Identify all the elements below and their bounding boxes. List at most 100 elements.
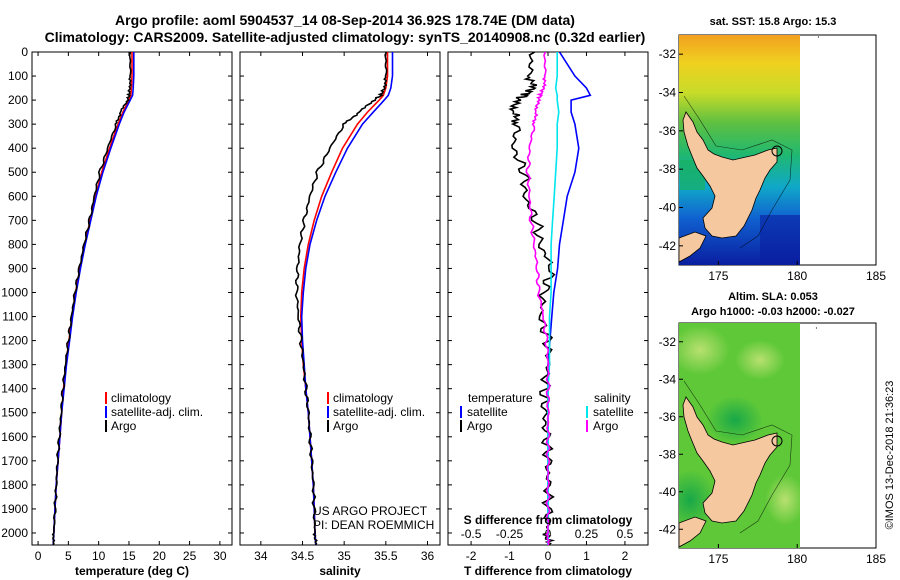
map-y-tick-label: -32 [659, 47, 677, 61]
sst-field [679, 35, 800, 265]
map-y-tick-label: -32 [659, 335, 677, 349]
sla-map-axes: 175 180 185 -32 -34 -36 -38 -40 -42 [659, 335, 887, 566]
land-south-island [679, 231, 707, 263]
series-line-argo [51, 52, 132, 545]
salinity-depth-ticks [240, 51, 440, 534]
legend-t-argo: Argo [467, 419, 493, 433]
legend-satellite: satellite-adj. clim. [111, 405, 203, 419]
map-y-tick-label: -42 [659, 239, 677, 253]
map-y-tick-label: -36 [659, 124, 677, 138]
y-tick-label: 1800 [1, 478, 28, 492]
map-x-tick-label: 175 [708, 552, 728, 566]
map-x-tick-label: 175 [708, 269, 728, 283]
y-tick-label: 400 [8, 141, 28, 155]
y-tick-label: 700 [8, 213, 28, 227]
x-tick-label: -1 [504, 549, 515, 563]
s-tick-label: 0.5 [617, 527, 634, 541]
x-tick-label: 30 [213, 549, 227, 563]
sla-map-title: Altim. SLA: 0.053 [728, 291, 818, 303]
x-tick-label: 20 [153, 549, 167, 563]
map-y-tick-label: -42 [659, 522, 677, 536]
legend-s-satellite: satellite [593, 405, 634, 419]
map-x-tick-label: 185 [866, 552, 886, 566]
map-y-tick-label: -34 [659, 86, 677, 100]
map-x-tick-label: 180 [787, 552, 807, 566]
x-tick-label: -2 [466, 549, 477, 563]
imos-stamp: ©IMOS 13-Dec-2018 21:36:23 [884, 381, 896, 530]
profile-location-marker [771, 145, 783, 157]
sla-high-blob [679, 325, 730, 375]
y-tick-label: 200 [8, 93, 28, 107]
legend-temperature-title: temperature [468, 391, 533, 405]
s-tick-label: -0.5 [461, 527, 482, 541]
s-difference-xlabel: S difference from climatology [464, 513, 633, 527]
series-line-argo [294, 52, 388, 545]
bathymetry-contour [683, 95, 793, 249]
x-tick-label: 0 [545, 549, 552, 563]
figure-title-line2: Climatology: CARS2009. Satellite-adjuste… [45, 29, 646, 45]
sst-map-panel: sat. SST: 15.8 Argo: 15.3 ˙ 175 180 185 -32… [659, 16, 887, 283]
x-tick-label: 25 [183, 549, 197, 563]
y-tick-label: 100 [8, 69, 28, 83]
map-y-tick-label: -34 [659, 372, 677, 386]
x-tick-label: 15 [122, 549, 136, 563]
sla-map-panel: Altim. SLA: 0.053 Argo h1000: -0.03 h200… [659, 291, 887, 566]
y-tick-label: 1300 [1, 358, 28, 372]
temperature-series [51, 52, 135, 545]
salinity-panel: 34 34.5 35 35.5 36 salinity climatology sate… [239, 51, 441, 578]
difference-panel: -2 -1 0 1 2 -0.5 -0.25 0 0.25 0.5 S difference f… [447, 51, 649, 578]
y-tick-label: 600 [8, 189, 28, 203]
x-tick-label: 34 [254, 549, 268, 563]
credit-pi: PI: DEAN ROEMMICH [313, 518, 434, 532]
x-tick-label: 2 [622, 549, 629, 563]
sla-map-dot: ˙ [815, 325, 819, 339]
depth-axis-ticks: 0 100 200 300 400 500 600 700 800 900 1000 1100 1200… [1, 45, 232, 540]
bathymetry-contour [683, 380, 793, 534]
series-line-s-satellite-clim [547, 52, 560, 545]
x-tick-label: 1 [583, 549, 590, 563]
legend-t-satellite: satellite [467, 405, 508, 419]
temperature-legend: climatology satellite-adj. clim. Argo [105, 391, 203, 433]
map-y-tick-label: -38 [659, 447, 677, 461]
y-tick-label: 500 [8, 165, 28, 179]
t-difference-xlabel: T difference from climatology [464, 564, 632, 578]
map-x-tick-label: 180 [787, 269, 807, 283]
y-tick-label: 0 [21, 45, 28, 59]
difference-depth-ticks [448, 51, 648, 534]
y-tick-label: 900 [8, 261, 28, 275]
legend-argo: Argo [111, 419, 137, 433]
legend-argo: Argo [333, 419, 359, 433]
salinity-series [294, 52, 394, 545]
map-y-tick-label: -38 [659, 162, 677, 176]
x-tick-label: 36 [421, 549, 435, 563]
y-tick-label: 1100 [2, 310, 28, 324]
sst-map-title: sat. SST: 15.8 Argo: 15.3 [710, 16, 837, 28]
s-tick-label: -0.25 [496, 527, 524, 541]
y-tick-label: 1200 [1, 334, 28, 348]
salinity-plot-frame [239, 51, 441, 546]
land-north-island [682, 111, 778, 239]
s-tick-label: 0.25 [575, 527, 599, 541]
s-difference-axis-ticks: -0.5 -0.25 0 0.25 0.5 [461, 527, 634, 541]
temperature-plot-frame [31, 51, 233, 546]
land-north-island [682, 396, 778, 524]
land-south-island [679, 516, 707, 548]
sla-high-blob [735, 340, 785, 380]
y-tick-label: 800 [8, 237, 28, 251]
salinity-xlabel: salinity [319, 564, 361, 578]
temperature-panel: 0100200300400500600700800900100011001200… [1, 45, 233, 578]
temperature-axis-ticks: 0 5 10 15 20 25 30 [35, 52, 227, 563]
figure-title-line1: Argo profile: aoml 5904537_14 08-Sep-201… [115, 12, 575, 28]
legend-climatology: climatology [333, 391, 393, 405]
sst-map-dot: ˙ [817, 34, 821, 48]
x-tick-label: 34.5 [291, 549, 315, 563]
x-tick-label: 35.5 [374, 549, 398, 563]
y-tick-label: 300 [8, 117, 28, 131]
x-tick-label: 5 [65, 549, 72, 563]
map-y-tick-label: -40 [659, 201, 677, 215]
y-tick-label: 1700 [1, 454, 28, 468]
map-y-tick-label: -40 [659, 485, 677, 499]
temperature-xlabel: temperature (deg C) [75, 564, 189, 578]
map-y-tick-label: -36 [659, 410, 677, 424]
series-line-satellite-adj-clim- [300, 52, 394, 545]
